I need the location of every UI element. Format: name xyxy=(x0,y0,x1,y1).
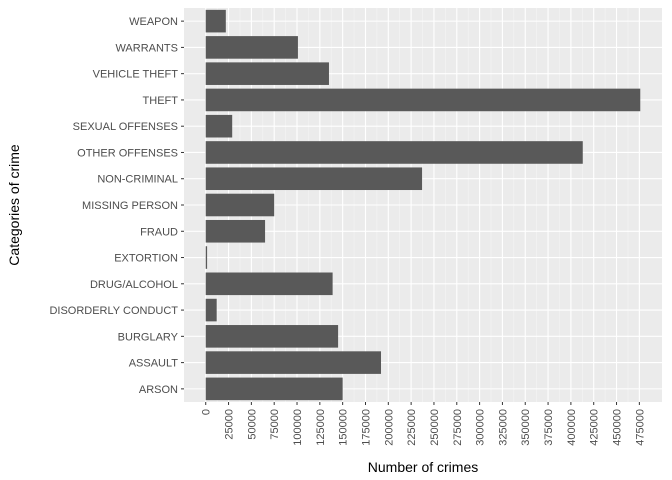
y-tick-label: VEHICLE THEFT xyxy=(93,69,179,81)
x-tick-label: 450000 xyxy=(612,409,624,446)
y-tick-label: SEXUAL OFFENSES xyxy=(73,121,178,133)
x-tick-label: 75000 xyxy=(269,409,281,440)
y-tick-label: EXTORTION xyxy=(114,253,178,265)
x-tick-label: 350000 xyxy=(520,409,532,446)
bar xyxy=(205,377,343,401)
bar xyxy=(205,193,275,217)
y-tick-label: FRAUD xyxy=(140,226,178,238)
y-tick-label: THEFT xyxy=(143,95,179,107)
x-tick-label: 0 xyxy=(201,409,213,415)
bar xyxy=(205,88,641,112)
bar xyxy=(205,167,423,191)
y-tick-label: DRUG/ALCOHOL xyxy=(90,279,178,291)
x-tick-label: 300000 xyxy=(475,409,487,446)
y-tick-label: WEAPON xyxy=(129,16,178,28)
x-tick-label: 100000 xyxy=(292,409,304,446)
bar xyxy=(205,36,298,59)
y-axis: ARSON ASSAULT BURGLARY DISORDERLY CONDUCT DR… xyxy=(49,16,184,396)
x-tick-label: 25000 xyxy=(224,409,236,440)
bar xyxy=(205,272,333,296)
y-tick-label: OTHER OFFENSES xyxy=(77,147,178,159)
x-tick-label: 200000 xyxy=(383,409,395,446)
y-tick-label: DISORDERLY CONDUCT xyxy=(49,305,178,317)
x-axis: 0 25000 50000 75000 100000 125000 150000 175000… xyxy=(201,402,646,446)
x-tick-label: 225000 xyxy=(406,409,418,446)
x-tick-label: 375000 xyxy=(543,409,555,446)
bar xyxy=(205,325,339,348)
x-tick-label: 325000 xyxy=(497,409,509,446)
x-tick-label: 425000 xyxy=(589,409,601,446)
x-tick-label: 150000 xyxy=(338,409,350,446)
bar xyxy=(205,298,217,322)
y-tick-label: MISSING PERSON xyxy=(82,200,178,212)
x-tick-label: 175000 xyxy=(360,409,372,446)
y-axis-title: Categories of crime xyxy=(6,144,22,266)
x-tick-label: 400000 xyxy=(566,409,578,446)
bar xyxy=(205,62,329,85)
y-tick-label: ARSON xyxy=(139,384,178,396)
x-axis-title: Number of crimes xyxy=(368,459,478,475)
y-tick-label: WARRANTS xyxy=(115,42,178,54)
bar xyxy=(205,351,382,374)
x-tick-label: 275000 xyxy=(452,409,464,446)
bars xyxy=(205,9,641,401)
y-tick-label: BURGLARY xyxy=(118,331,179,343)
y-tick-label: ASSAULT xyxy=(129,358,179,370)
y-tick-label: NON-CRIMINAL xyxy=(97,174,178,186)
bar xyxy=(205,9,226,33)
x-tick-label: 250000 xyxy=(429,409,441,446)
bar xyxy=(205,141,583,164)
x-tick-label: 475000 xyxy=(634,409,646,446)
bar xyxy=(205,246,208,269)
bar xyxy=(205,114,233,138)
x-tick-label: 125000 xyxy=(315,409,327,446)
x-tick-label: 50000 xyxy=(246,409,258,440)
bar xyxy=(205,219,266,243)
